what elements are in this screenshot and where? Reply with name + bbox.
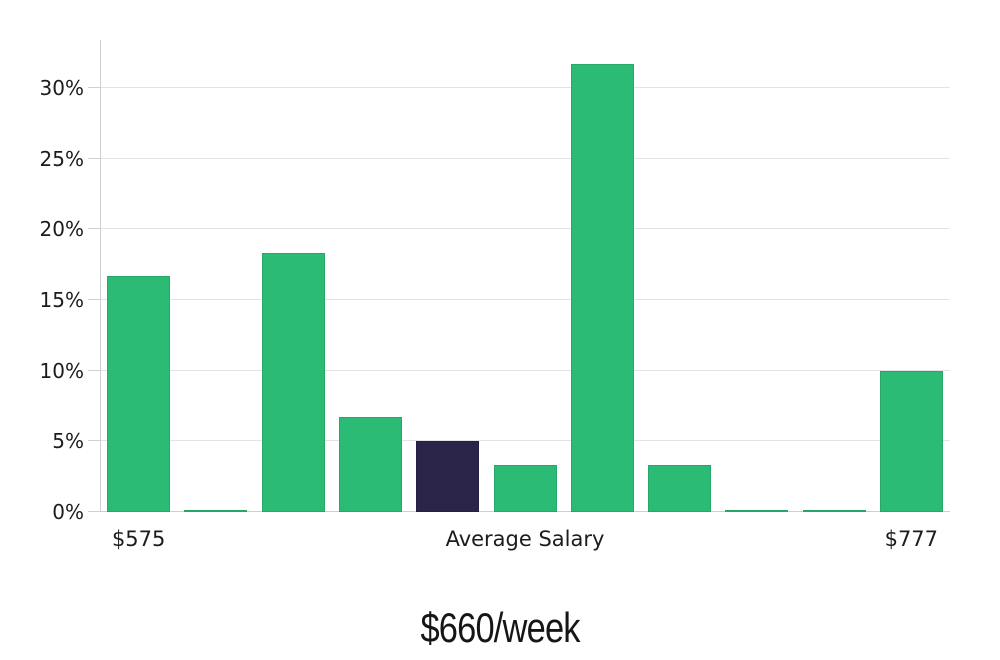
- chart-caption: $660/week: [0, 604, 1000, 652]
- bar: [184, 509, 248, 512]
- y-axis-tick-label: 15%: [39, 288, 84, 313]
- x-axis-tick-label: Average Salary: [445, 527, 605, 551]
- y-tick-mark: [88, 369, 100, 371]
- bar: [570, 64, 634, 512]
- y-tick-mark: [88, 440, 100, 442]
- bar: [879, 370, 943, 512]
- bar: [338, 417, 402, 512]
- gridline: [100, 369, 950, 371]
- y-tick-mark: [88, 511, 100, 512]
- highlighted-bar: [416, 441, 480, 512]
- y-axis-tick-label: 25%: [39, 146, 84, 171]
- y-tick-mark: [88, 157, 100, 159]
- bar: [725, 509, 789, 512]
- gridline: [100, 157, 950, 159]
- y-axis-tick-label: 0%: [52, 500, 84, 524]
- y-tick-mark: [88, 87, 100, 89]
- bar: [261, 253, 325, 512]
- y-axis-tick-label: 20%: [39, 217, 84, 242]
- gridline: [100, 299, 950, 301]
- y-axis-line: [100, 40, 101, 512]
- y-tick-mark: [88, 228, 100, 230]
- gridline: [100, 228, 950, 230]
- y-axis-tick-label: 10%: [39, 358, 84, 383]
- bar: [107, 276, 171, 512]
- y-tick-mark: [88, 299, 100, 301]
- y-axis-tick-label: 30%: [39, 76, 84, 101]
- chart-caption-text: $660/week: [420, 604, 580, 651]
- bar: [493, 465, 557, 512]
- gridline: [100, 87, 950, 89]
- bar: [802, 509, 866, 512]
- y-axis-tick-label: 5%: [52, 429, 84, 454]
- bar: [648, 465, 712, 512]
- gridline: [100, 440, 950, 442]
- x-axis-tick-label: $777: [884, 527, 939, 551]
- x-axis-tick-label: $575: [111, 527, 166, 551]
